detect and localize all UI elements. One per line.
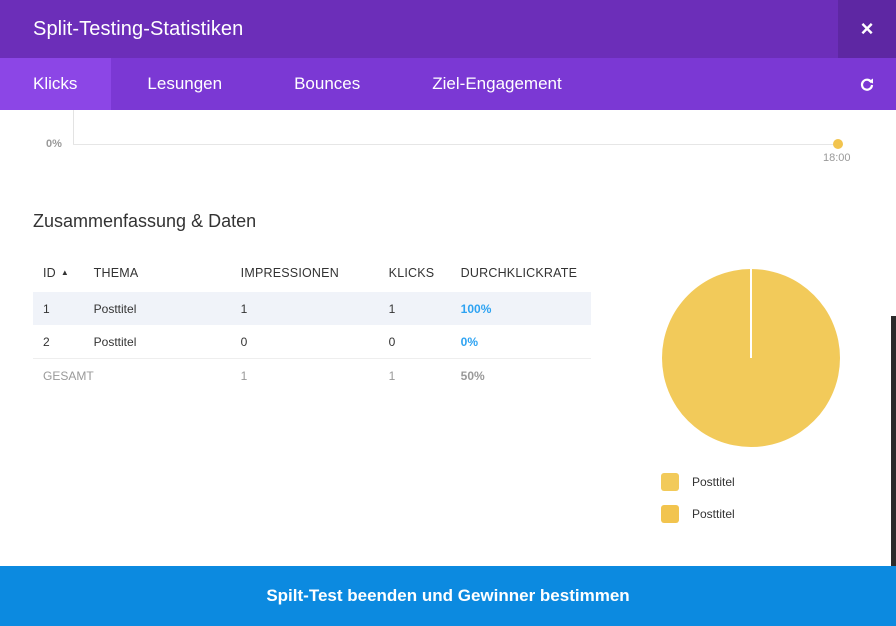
cell-thema: Posttitel [93, 325, 241, 359]
section-title: Zusammenfassung & Daten [33, 211, 257, 231]
tab-klicks[interactable]: Klicks [0, 58, 112, 110]
cell-klicks: 0 [388, 325, 461, 359]
tab-label: Klicks [33, 74, 78, 93]
legend-item[interactable]: Posttitel [661, 466, 735, 498]
cell-id: 2 [33, 325, 94, 359]
total-rate-value: 50% [460, 368, 485, 383]
modal-header: Split-Testing-Statistiken × [0, 0, 896, 58]
pie-legend: Posttitel Posttitel [661, 466, 735, 530]
column-header-id[interactable]: ID ▲ [33, 254, 94, 292]
cell-thema [94, 359, 241, 393]
x-axis [73, 144, 843, 145]
refresh-button[interactable] [854, 58, 880, 110]
cell-durchklickrate: 0% [460, 325, 591, 359]
legend-swatch [661, 505, 679, 523]
cell-klicks: 1 [388, 292, 461, 325]
table-total-row: GESAMT 1 1 50% [33, 359, 591, 393]
table-header-row: ID ▲ THEMA IMPRESSIONEN KLICKS DURCHKLICK… [33, 254, 591, 292]
tab-label: Ziel-Engagement [432, 74, 562, 93]
cell-thema: Posttitel [93, 292, 241, 325]
rate-value: 100% [460, 301, 492, 316]
x-tick-label: 18:00 [823, 152, 851, 164]
cell-id: 1 [33, 292, 94, 325]
rate-value: 0% [460, 334, 479, 349]
y-axis [73, 110, 74, 144]
tab-label: Bounces [294, 74, 361, 93]
tab-label: Lesungen [147, 74, 223, 93]
legend-item[interactable]: Posttitel [661, 498, 735, 530]
tab-bounces[interactable]: Bounces [258, 58, 396, 110]
tab-bar: Klicks Lesungen Bounces Ziel-Engagement [0, 58, 896, 110]
legend-label: Posttitel [692, 475, 735, 489]
y-tick-label: 0% [46, 138, 62, 150]
cell-durchklickrate: 50% [461, 359, 591, 393]
column-header-thema[interactable]: THEMA [93, 266, 139, 280]
pie-chart [662, 269, 840, 447]
cell-klicks: 1 [388, 368, 396, 383]
column-label: ID [43, 266, 56, 280]
column-header-impressionen[interactable]: IMPRESSIONEN [240, 266, 339, 280]
legend-label: Posttitel [692, 507, 735, 521]
scrollbar[interactable] [891, 316, 896, 566]
cell-impressionen: 1 [240, 368, 248, 383]
cell-durchklickrate: 100% [460, 292, 591, 325]
chart-data-point[interactable] [833, 139, 843, 149]
table-row[interactable]: 1 Posttitel 1 1 100% [33, 292, 591, 325]
column-header-klicks[interactable]: KLICKS [388, 266, 435, 280]
tab-lesungen[interactable]: Lesungen [111, 58, 258, 110]
sort-up-icon: ▲ [60, 268, 70, 277]
refresh-icon [860, 78, 874, 91]
tab-ziel-engagement[interactable]: Ziel-Engagement [396, 58, 597, 110]
cell-impressionen: 0 [240, 325, 389, 359]
cell-total-label: GESAMT [43, 368, 94, 383]
close-button[interactable]: × [838, 0, 896, 58]
legend-swatch [661, 473, 679, 491]
modal-title: Split-Testing-Statistiken [33, 17, 244, 40]
line-chart: 0% 18:00 [0, 110, 896, 170]
summary-table: ID ▲ THEMA IMPRESSIONEN KLICKS DURCHKLICK… [33, 254, 591, 392]
cell-impressionen: 1 [240, 292, 389, 325]
table-row[interactable]: 2 Posttitel 0 0 0% [33, 325, 591, 359]
end-test-button[interactable]: Spilt-Test beenden und Gewinner bestimme… [0, 566, 896, 626]
column-header-durchklickrate[interactable]: DURCHKLICKRATE [460, 266, 578, 280]
close-icon: × [860, 16, 874, 41]
